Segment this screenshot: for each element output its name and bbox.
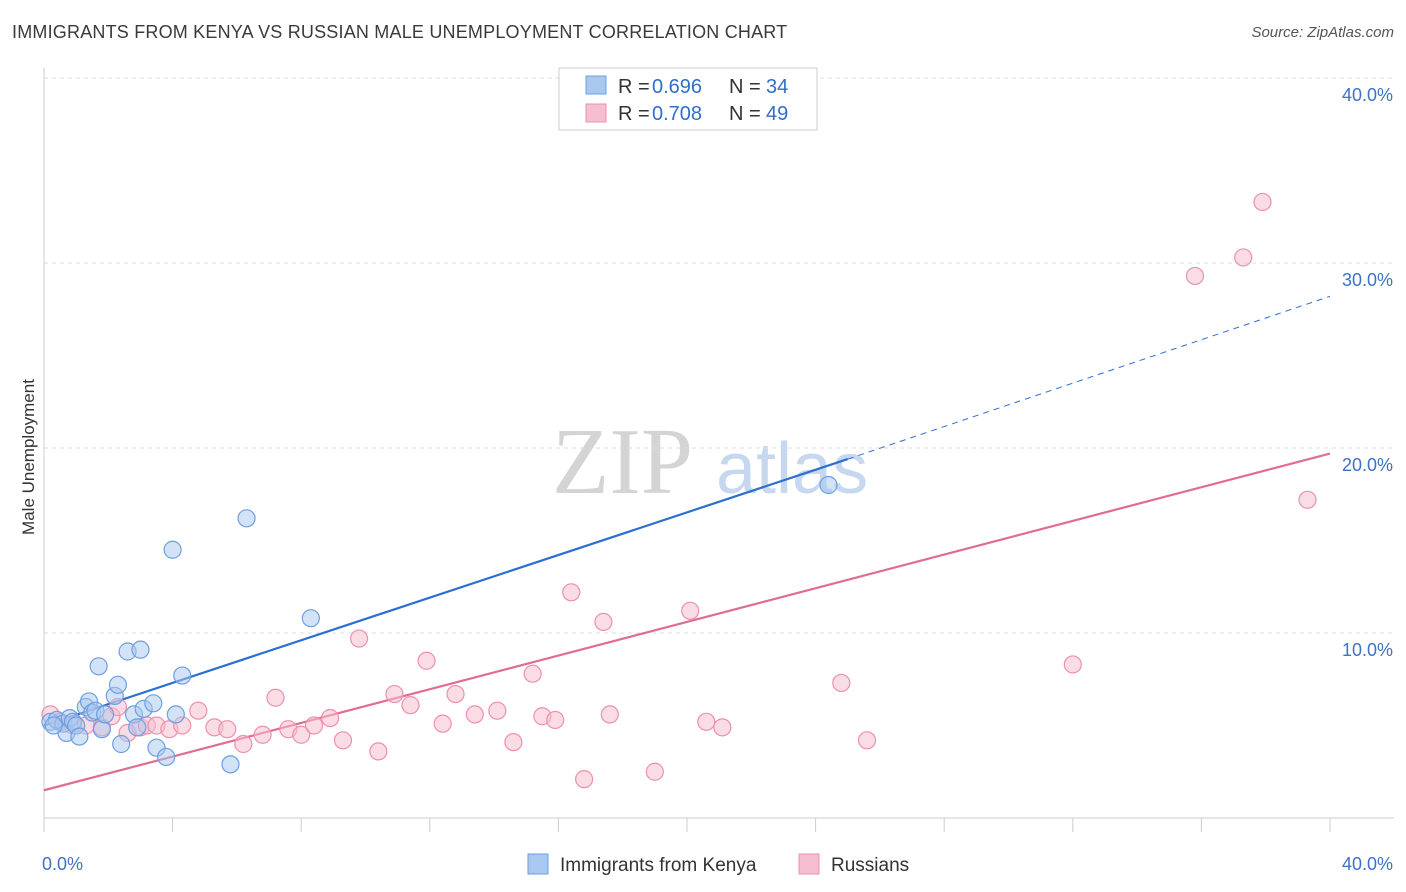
y-axis-label: Male Unemployment: [19, 379, 38, 535]
russian-point: [857, 731, 877, 750]
russian-point: [1298, 490, 1317, 509]
kenya-point: [301, 609, 320, 628]
kenya-point: [166, 705, 185, 724]
russian-point: [253, 725, 272, 744]
russian-point: [1234, 248, 1253, 267]
legend-r-value-1: 0.696: [652, 76, 702, 98]
russian-point: [1253, 192, 1272, 212]
x-tick-label-min: 0.0%: [42, 854, 83, 874]
axes: [43, 68, 1394, 832]
x-tick-label-max: 40.0%: [1342, 854, 1393, 874]
kenya-point: [819, 475, 838, 495]
russian-point: [385, 684, 404, 704]
kenya-point: [44, 716, 63, 735]
russian-point: [465, 705, 484, 724]
legend-r-label-2: R =: [618, 103, 650, 125]
bottom-legend-swatch-kenya: [527, 853, 549, 875]
russian-point: [575, 770, 594, 789]
russian-point: [446, 684, 465, 704]
y-tick-label: 40.0%: [1342, 85, 1393, 105]
russian-point: [504, 733, 523, 752]
kenya-point: [70, 727, 89, 746]
kenya-point: [144, 694, 163, 713]
russian-point: [321, 708, 340, 728]
legend-n-value-1: 34: [766, 76, 788, 98]
russian-point: [697, 712, 716, 731]
russian-point: [832, 673, 851, 693]
russian-point: [600, 705, 619, 724]
kenya-point: [157, 747, 176, 767]
kenya-point: [131, 640, 150, 659]
tick-labels: 10.0% 20.0% 30.0% 40.0% 0.0% 40.0%: [42, 85, 1393, 874]
russian-point: [488, 701, 507, 720]
legend-n-label-1: N =: [729, 76, 761, 98]
russian-point: [349, 629, 369, 648]
y-tick-label: 20.0%: [1342, 455, 1393, 475]
kenya-point: [173, 666, 192, 685]
data-points: [41, 192, 1317, 789]
russian-point: [266, 688, 285, 707]
russian-point: [681, 601, 700, 620]
russian-point: [234, 734, 253, 754]
bottom-legend-russians: Russians: [831, 855, 909, 876]
kenya-point: [108, 675, 128, 694]
russian-point: [333, 731, 353, 750]
legend-n-label-2: N =: [729, 103, 761, 125]
chart-title: IMMIGRANTS FROM KENYA VS RUSSIAN MALE UN…: [12, 22, 788, 42]
grid-lines: [44, 77, 1394, 634]
bottom-legend: Immigrants from Kenya Russians: [527, 853, 909, 876]
russian-point: [562, 583, 581, 602]
y-tick-label: 30.0%: [1342, 270, 1393, 290]
source-label: Source: ZipAtlas.com: [1251, 24, 1394, 41]
legend-box: R = 0.696 N = 34 R = 0.708 N = 49: [558, 67, 818, 131]
russian-point: [1063, 655, 1082, 674]
trend-line-kenya-extension: [847, 295, 1331, 460]
russian-point: [401, 696, 420, 715]
kenya-point: [128, 718, 147, 737]
russian-point: [292, 725, 311, 744]
kenya-point: [237, 509, 256, 528]
russian-point: [218, 720, 237, 739]
russian-point: [1185, 266, 1205, 286]
watermark-zip: ZIP: [552, 410, 693, 514]
y-tick-label: 10.0%: [1342, 640, 1393, 660]
kenya-point: [221, 755, 240, 774]
watermark-atlas: atlas: [716, 429, 868, 509]
russian-point: [304, 716, 324, 735]
russian-point: [546, 710, 565, 730]
legend-r-value-2: 0.708: [652, 103, 702, 125]
legend-swatch-kenya: [585, 75, 607, 95]
bottom-legend-swatch-russians: [798, 853, 820, 875]
legend-r-label-1: R =: [618, 76, 650, 98]
russian-point: [713, 718, 732, 737]
russian-point: [369, 742, 388, 761]
russian-point: [433, 714, 452, 733]
russian-point: [645, 762, 664, 781]
russian-point: [417, 651, 436, 670]
russian-point: [189, 701, 208, 720]
bottom-legend-kenya: Immigrants from Kenya: [560, 855, 757, 876]
kenya-point: [112, 734, 131, 754]
kenya-point: [163, 540, 182, 559]
legend-swatch-russians: [585, 103, 607, 123]
legend-n-value-2: 49: [766, 103, 788, 125]
trend-lines: [43, 295, 1331, 792]
russian-point: [523, 664, 542, 683]
kenya-point: [92, 720, 111, 739]
kenya-point: [89, 657, 108, 676]
russian-point: [594, 612, 613, 632]
kenya-point: [95, 705, 115, 724]
